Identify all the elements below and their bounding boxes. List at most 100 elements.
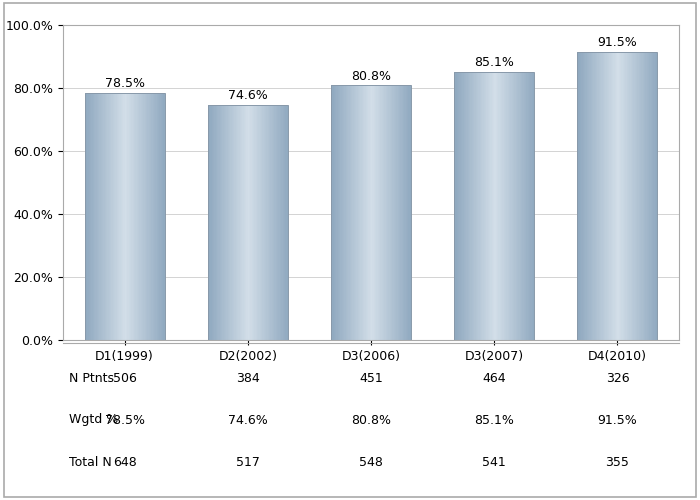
Bar — [343, 86, 344, 340]
Bar — [344, 86, 346, 340]
Bar — [597, 52, 598, 340]
Bar — [123, 92, 125, 340]
Bar — [600, 52, 601, 340]
Text: N Ptnts: N Ptnts — [69, 372, 114, 384]
Bar — [234, 105, 236, 340]
Bar — [506, 72, 507, 340]
Bar — [334, 86, 335, 340]
Bar — [594, 52, 595, 340]
Bar — [91, 92, 92, 340]
Bar — [632, 52, 634, 340]
Bar — [240, 105, 241, 340]
Bar — [104, 92, 106, 340]
Bar — [148, 92, 150, 340]
Bar — [162, 92, 163, 340]
Bar — [612, 52, 613, 340]
Bar — [592, 52, 594, 340]
Bar — [588, 52, 589, 340]
Bar — [114, 92, 116, 340]
Bar — [332, 86, 334, 340]
Bar — [500, 72, 501, 340]
Bar — [144, 92, 145, 340]
Bar — [473, 72, 474, 340]
Bar — [116, 92, 117, 340]
Text: 78.5%: 78.5% — [104, 77, 145, 90]
Bar — [647, 52, 648, 340]
Bar — [478, 72, 480, 340]
Bar — [505, 72, 506, 340]
Bar — [225, 105, 226, 340]
Bar — [352, 86, 354, 340]
Bar — [284, 105, 285, 340]
Bar — [339, 86, 340, 340]
Bar — [652, 52, 653, 340]
Bar — [335, 86, 336, 340]
Bar — [267, 105, 268, 340]
Bar — [484, 72, 485, 340]
Bar — [130, 92, 132, 340]
Bar — [489, 72, 490, 340]
Bar — [650, 52, 651, 340]
Text: 326: 326 — [606, 372, 629, 384]
Bar — [380, 86, 382, 340]
Bar — [518, 72, 519, 340]
Text: 451: 451 — [359, 372, 383, 384]
Bar — [406, 86, 407, 340]
Bar — [94, 92, 95, 340]
Bar — [634, 52, 635, 340]
Bar — [643, 52, 644, 340]
Bar — [103, 92, 104, 340]
Bar — [410, 86, 411, 340]
Text: 91.5%: 91.5% — [598, 36, 637, 50]
Bar — [501, 72, 502, 340]
Bar — [474, 72, 475, 340]
Bar — [270, 105, 272, 340]
Bar — [606, 52, 607, 340]
Bar — [120, 92, 122, 340]
Bar — [644, 52, 645, 340]
Bar — [598, 52, 600, 340]
Bar — [360, 86, 362, 340]
Text: 541: 541 — [482, 456, 506, 468]
Bar — [616, 52, 617, 340]
Bar — [127, 92, 129, 340]
Bar — [407, 86, 408, 340]
Bar — [209, 105, 211, 340]
Bar — [355, 86, 356, 340]
Bar — [519, 72, 521, 340]
Bar — [654, 52, 656, 340]
Bar — [160, 92, 162, 340]
Bar — [113, 92, 114, 340]
Bar — [382, 86, 383, 340]
Bar — [528, 72, 529, 340]
Bar — [456, 72, 457, 340]
Bar — [253, 105, 255, 340]
Text: 85.1%: 85.1% — [475, 56, 514, 70]
Bar — [257, 105, 258, 340]
Bar — [241, 105, 242, 340]
Bar — [624, 52, 625, 340]
Bar — [496, 72, 497, 340]
Bar — [626, 52, 628, 340]
Bar — [163, 92, 164, 340]
Text: 384: 384 — [236, 372, 260, 384]
Bar — [490, 72, 491, 340]
Bar — [454, 72, 534, 340]
Bar — [102, 92, 103, 340]
Bar — [340, 86, 342, 340]
Text: 80.8%: 80.8% — [351, 70, 391, 83]
Bar — [107, 92, 108, 340]
Bar — [129, 92, 130, 340]
Bar — [391, 86, 393, 340]
Text: 506: 506 — [113, 372, 136, 384]
Bar — [252, 105, 253, 340]
Bar — [359, 86, 360, 340]
Bar — [470, 72, 472, 340]
Bar — [641, 52, 643, 340]
Bar — [158, 92, 160, 340]
Bar — [337, 86, 339, 340]
Bar — [86, 92, 88, 340]
Text: 648: 648 — [113, 456, 136, 468]
Bar — [285, 105, 286, 340]
Bar — [233, 105, 235, 340]
